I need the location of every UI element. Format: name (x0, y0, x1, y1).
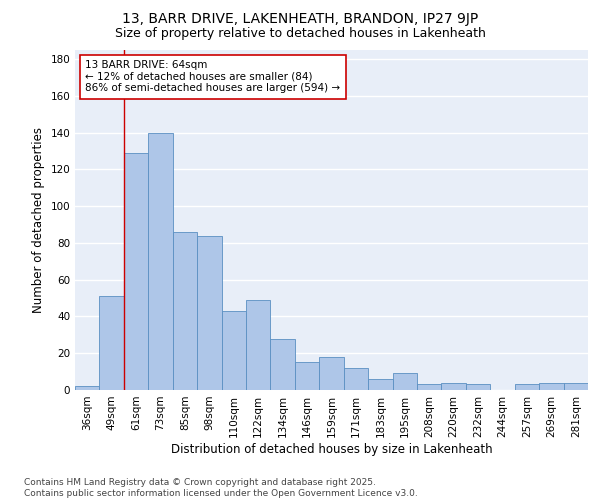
Bar (515, 384, 539, 390)
Bar (319, 357, 344, 390)
Bar (100, 296, 124, 390)
Bar (563, 382, 588, 390)
Bar (295, 362, 319, 390)
Bar (392, 374, 417, 390)
Bar (539, 382, 563, 390)
Text: Contains HM Land Registry data © Crown copyright and database right 2025.
Contai: Contains HM Land Registry data © Crown c… (24, 478, 418, 498)
Bar (246, 300, 271, 390)
Bar (344, 368, 368, 390)
Bar (221, 311, 246, 390)
Bar (442, 382, 466, 390)
Bar (148, 132, 173, 390)
Bar (466, 384, 490, 390)
Bar (368, 379, 392, 390)
Bar (173, 232, 197, 390)
Bar (197, 236, 221, 390)
Text: 13 BARR DRIVE: 64sqm
← 12% of detached houses are smaller (84)
86% of semi-detac: 13 BARR DRIVE: 64sqm ← 12% of detached h… (85, 60, 340, 94)
Bar (271, 338, 295, 390)
Text: 13, BARR DRIVE, LAKENHEATH, BRANDON, IP27 9JP: 13, BARR DRIVE, LAKENHEATH, BRANDON, IP2… (122, 12, 478, 26)
X-axis label: Distribution of detached houses by size in Lakenheath: Distribution of detached houses by size … (170, 442, 493, 456)
Bar (124, 153, 148, 390)
Text: Size of property relative to detached houses in Lakenheath: Size of property relative to detached ho… (115, 28, 485, 40)
Bar (417, 384, 442, 390)
Bar (75, 386, 100, 390)
Y-axis label: Number of detached properties: Number of detached properties (32, 127, 45, 313)
